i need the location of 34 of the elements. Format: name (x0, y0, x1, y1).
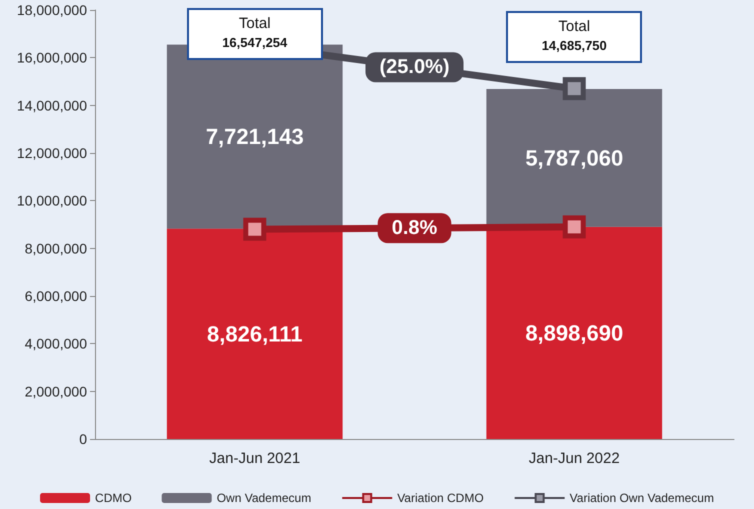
total-label: 16,547,254 (221, 34, 288, 52)
point (562, 215, 586, 238)
y-tick-label: 0 (79, 431, 88, 447)
y-tick-label: 18,000,000 (16, 2, 88, 18)
y-tick-label: 12,000,000 (16, 145, 88, 161)
annotation: 0.8% (392, 217, 438, 240)
bar (166, 228, 343, 439)
data-label: 7,721,143 (206, 124, 304, 150)
y-tick-label: 8,000,000 (24, 240, 88, 256)
data-label: 8,898,690 (525, 320, 624, 346)
point (562, 77, 586, 100)
bar (486, 88, 662, 227)
legend-label: Variation CDMO (397, 491, 484, 505)
y-tick-label: 4,000,000 (24, 336, 88, 352)
data-label: 5,787,060 (525, 145, 624, 170)
total-label: 14,685,750 (540, 36, 608, 55)
legend-label: CDMO (95, 491, 132, 505)
x-tick-label: Jan-Jun 2021 (209, 450, 300, 467)
annotation: (25.0%) (379, 56, 450, 78)
y-tick-label: 10,000,000 (16, 192, 88, 209)
callout-box: Total 16,547,254 (186, 8, 323, 60)
x-tick-label: Jan-Jun 2022 (528, 450, 620, 467)
data-label: 8,826,111 (207, 321, 302, 346)
annotation: Total (238, 14, 272, 34)
y-tick-label: 2,000,000 (24, 383, 88, 400)
legend-label: Own Vademecum (216, 491, 312, 505)
y-tick-label: 16,000,000 (16, 50, 88, 66)
point (243, 218, 266, 241)
y-tick-label: 14,000,000 (16, 97, 88, 114)
callout-box: Total 14,685,750 (506, 10, 642, 63)
y-tick-label: 6,000,000 (24, 288, 88, 304)
legend-label: Variation Own Vademecum (570, 491, 714, 505)
annotation: Total (557, 16, 592, 37)
bar (486, 226, 662, 439)
